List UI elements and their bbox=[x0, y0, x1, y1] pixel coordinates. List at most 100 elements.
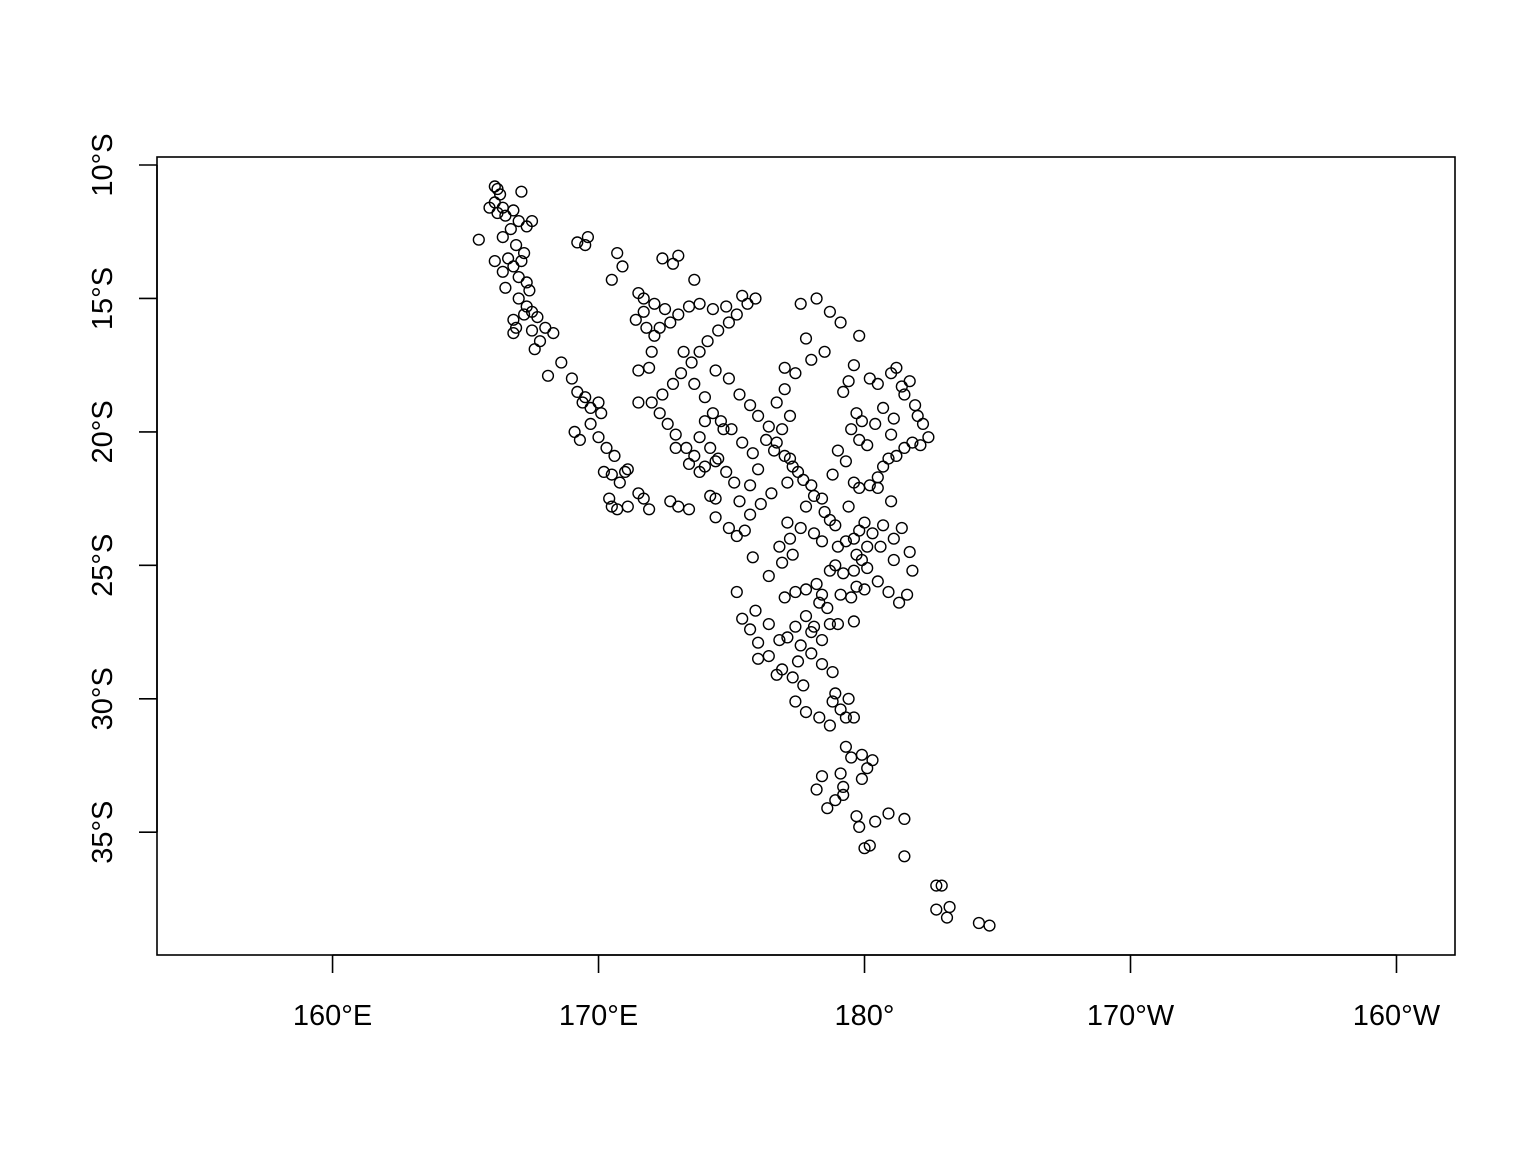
data-point bbox=[815, 588, 829, 601]
data-point bbox=[688, 273, 701, 286]
data-point bbox=[906, 564, 919, 577]
data-point bbox=[515, 185, 528, 198]
data-point bbox=[847, 615, 861, 628]
data-point bbox=[842, 375, 855, 388]
data-point bbox=[847, 564, 861, 577]
data-point bbox=[837, 385, 850, 399]
data-point bbox=[890, 361, 903, 374]
data-point bbox=[831, 540, 845, 553]
data-point bbox=[693, 465, 706, 479]
data-point bbox=[794, 639, 807, 652]
data-point bbox=[499, 281, 512, 294]
data-point bbox=[749, 292, 762, 305]
data-point bbox=[507, 204, 520, 217]
data-point bbox=[850, 407, 863, 420]
x-tick-label: 160°W bbox=[1353, 1000, 1441, 1032]
data-point bbox=[672, 249, 685, 262]
x-tick-label: 170°E bbox=[559, 1000, 638, 1032]
data-point bbox=[517, 308, 531, 321]
data-point bbox=[783, 409, 797, 423]
data-point bbox=[789, 585, 802, 599]
data-point bbox=[823, 617, 837, 631]
data-point bbox=[805, 353, 818, 366]
data-point bbox=[826, 695, 839, 708]
data-point bbox=[858, 516, 871, 529]
data-point bbox=[871, 481, 884, 495]
data-point bbox=[839, 711, 853, 724]
data-point bbox=[861, 540, 874, 553]
data-point bbox=[813, 711, 826, 724]
data-point bbox=[584, 417, 597, 431]
data-point bbox=[754, 497, 767, 511]
data-point bbox=[797, 679, 810, 692]
data-point bbox=[579, 239, 592, 252]
data-point bbox=[983, 919, 996, 932]
data-point bbox=[730, 585, 743, 599]
data-point bbox=[850, 548, 863, 561]
data-point bbox=[642, 361, 656, 374]
data-point bbox=[664, 495, 677, 508]
data-point bbox=[853, 820, 866, 834]
data-point bbox=[892, 596, 906, 609]
data-point bbox=[786, 548, 799, 561]
data-point bbox=[629, 313, 642, 326]
data-point bbox=[600, 441, 613, 455]
data-point bbox=[733, 495, 746, 508]
data-point bbox=[645, 345, 658, 358]
data-point bbox=[488, 180, 501, 193]
data-point bbox=[709, 364, 722, 377]
data-point bbox=[648, 297, 661, 310]
data-point bbox=[714, 415, 728, 428]
data-point bbox=[637, 492, 650, 505]
data-point bbox=[722, 316, 736, 329]
data-point bbox=[810, 292, 823, 305]
data-point bbox=[876, 401, 890, 415]
data-point bbox=[661, 417, 674, 431]
data-point bbox=[863, 372, 876, 385]
x-tick-label: 160°E bbox=[293, 1000, 372, 1032]
data-point bbox=[861, 439, 874, 452]
data-point bbox=[853, 329, 866, 342]
data-point bbox=[762, 617, 775, 631]
data-point bbox=[637, 305, 650, 318]
data-point bbox=[653, 321, 666, 334]
data-point bbox=[693, 297, 706, 310]
data-point bbox=[778, 449, 791, 463]
data-point bbox=[789, 620, 802, 633]
data-point bbox=[656, 388, 669, 401]
data-point bbox=[789, 367, 802, 380]
data-point bbox=[815, 492, 829, 505]
data-point bbox=[823, 719, 837, 732]
data-point bbox=[815, 657, 829, 671]
plot-frame bbox=[156, 156, 1456, 956]
data-point bbox=[799, 705, 813, 719]
data-point bbox=[898, 812, 911, 826]
data-point bbox=[568, 425, 581, 439]
data-point bbox=[677, 345, 690, 358]
data-point bbox=[815, 770, 829, 783]
data-point bbox=[890, 449, 903, 463]
data-point bbox=[653, 407, 666, 420]
data-point bbox=[837, 567, 850, 580]
data-point bbox=[632, 364, 645, 377]
data-point bbox=[847, 359, 861, 372]
data-point bbox=[640, 321, 653, 334]
data-point bbox=[876, 519, 890, 532]
y-tick-label: 20°S bbox=[87, 400, 119, 463]
data-point bbox=[799, 500, 813, 513]
data-point bbox=[680, 441, 693, 455]
data-point bbox=[805, 479, 818, 492]
y-tick-label: 35°S bbox=[87, 801, 119, 864]
data-point bbox=[863, 839, 876, 852]
data-point bbox=[805, 647, 818, 660]
data-point bbox=[839, 455, 853, 468]
data-point bbox=[658, 303, 672, 316]
data-point bbox=[900, 588, 914, 601]
data-point bbox=[717, 423, 730, 436]
data-point bbox=[810, 577, 823, 591]
y-tick-label: 15°S bbox=[87, 267, 119, 330]
data-point bbox=[799, 583, 813, 596]
data-point bbox=[704, 489, 717, 503]
data-point bbox=[496, 231, 509, 244]
data-point bbox=[523, 284, 536, 297]
